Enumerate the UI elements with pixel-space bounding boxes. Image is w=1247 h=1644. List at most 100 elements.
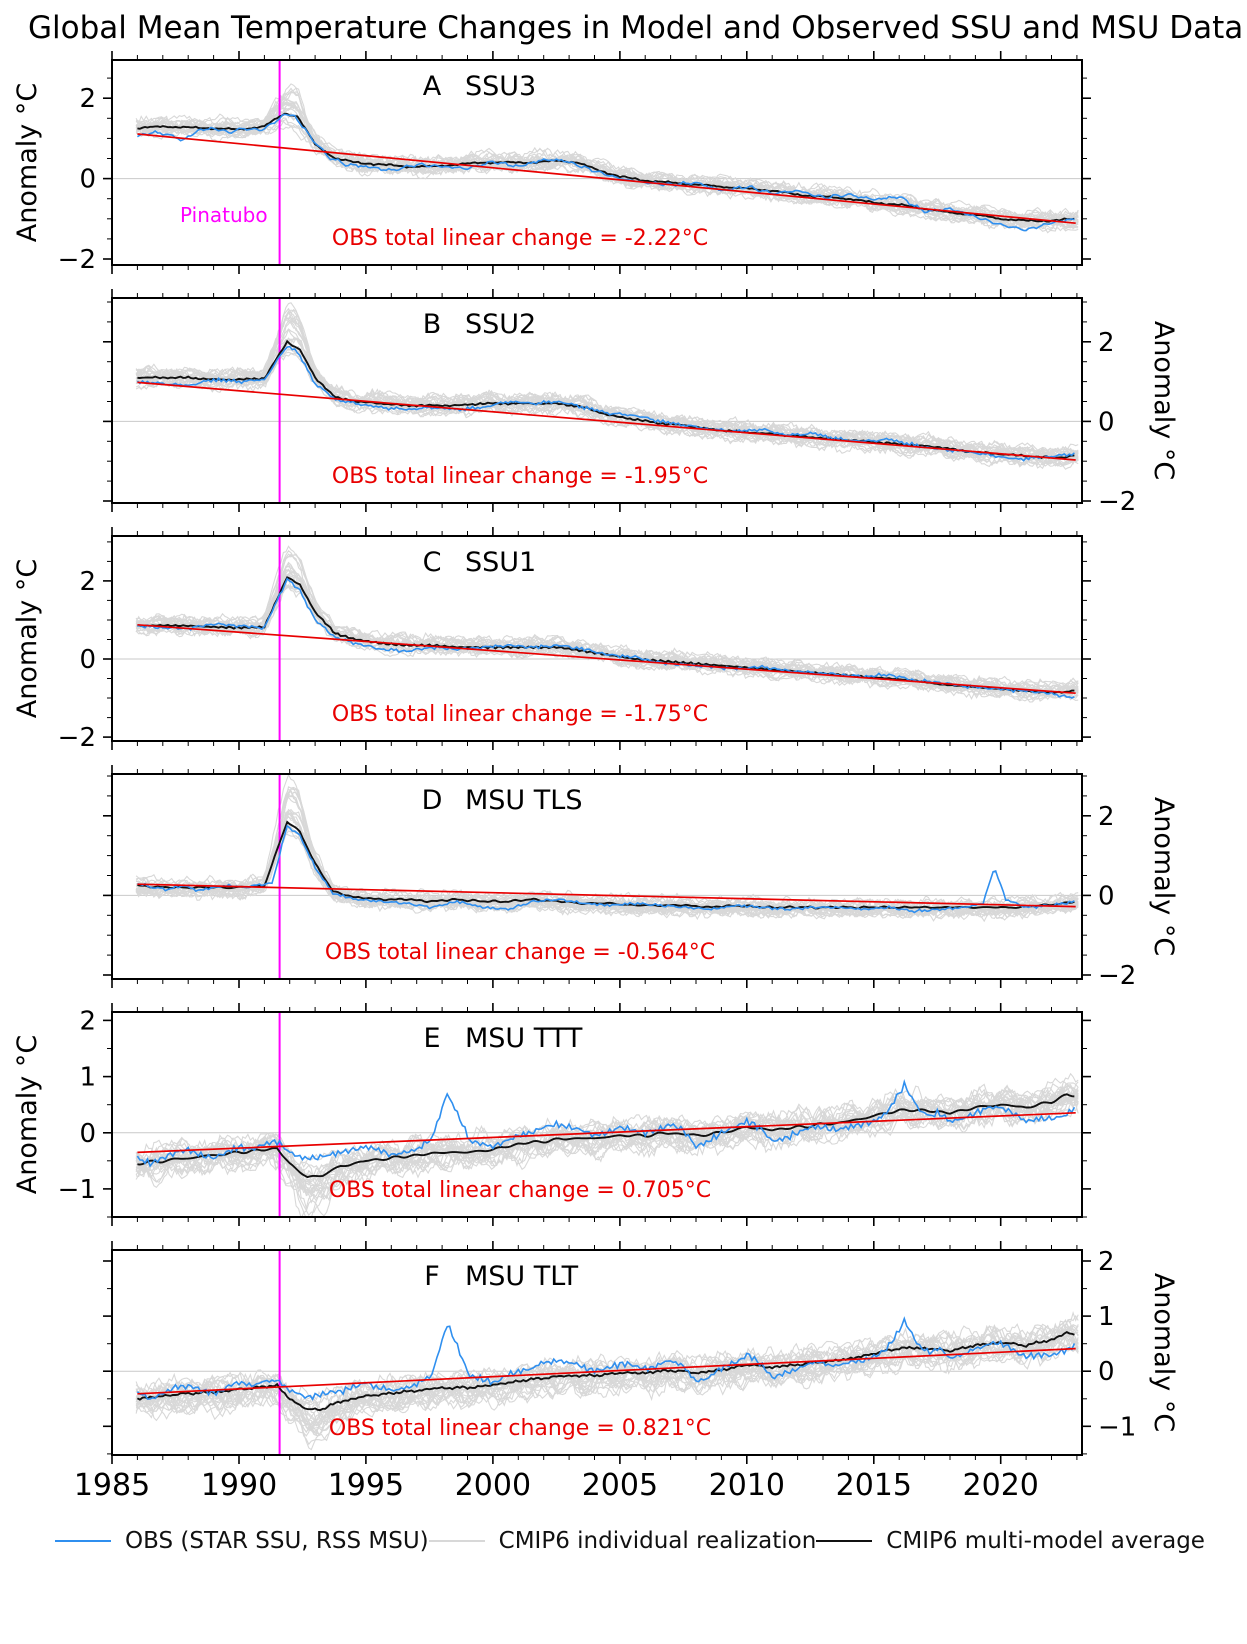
legend-swatch-ensemble [428,1540,485,1542]
y-tick-label: 0 [79,165,96,195]
legend: OBS (STAR SSU, RSS MSU) CMIP6 individual … [0,1500,1247,1554]
y-tick-label: −1 [58,1175,96,1205]
panel-letter: A [423,71,442,102]
ensemble-line [135,316,1079,467]
obs-line [137,824,1075,914]
legend-item: CMIP6 individual realization [428,1528,817,1554]
y-tick-label: 0 [1098,407,1115,437]
ensemble-line [135,337,1079,459]
y-axis-title: Anomaly °C [1148,797,1179,956]
ensemble-line [135,106,1079,223]
obs-line [136,345,1075,462]
axis-box [111,59,1083,266]
x-tick-label: 2020 [963,1468,1039,1500]
ensemble-line [135,553,1079,697]
ensemble-lines [135,1311,1079,1451]
y-tick-label: 1 [79,1063,96,1093]
y-axis-title: Anomaly °C [12,559,43,718]
ensemble-line [135,308,1079,461]
pinatubo-label: Pinatubo [180,203,268,227]
trend-line [137,381,1076,461]
panel-d: −2 0 2 Anomaly °C D MSU TLS OBS total linear c… [103,765,1179,991]
x-tick-label: 1990 [201,1468,277,1500]
x-tick-label: 2010 [709,1468,785,1500]
legend-swatch-model [816,1540,873,1542]
trend-annotation: OBS total linear change = 0.821°C [329,1416,711,1441]
ensemble-line [135,1340,1079,1423]
axis-box [111,1011,1083,1218]
plot-area [112,536,1082,741]
trend-line [137,1347,1076,1395]
y-tick-label: 2 [1098,328,1115,358]
y-axis-title: Anomaly °C [1148,1273,1179,1432]
axis-box [111,535,1083,742]
y-tick-label: 1 [1098,1302,1115,1332]
legend-label: OBS (STAR SSU, RSS MSU) [125,1528,429,1554]
plot-area [112,1012,1082,1217]
chart-canvas: −2 0 2 Anomaly °C A SSU3 OBS total linear chan… [12,51,1179,1500]
trend-annotation: OBS total linear change = -1.95°C [332,464,708,489]
panel-name: MSU TLS [465,785,582,816]
plot-area [112,1250,1082,1455]
plot-area [112,60,1082,265]
trend-line [137,883,1076,908]
legend-label: CMIP6 individual realization [498,1528,817,1554]
trend-line [137,1111,1076,1154]
y-tick-label: 2 [1098,1247,1115,1277]
ensemble-line [135,545,1079,694]
obs-line [136,113,1075,232]
ensemble-line [135,320,1079,468]
ensemble-line [135,318,1079,460]
y-tick-label: 0 [79,645,96,675]
y-tick-label: 2 [79,84,96,114]
legend-swatch-obs [55,1540,111,1542]
panel-a: −2 0 2 Anomaly °C A SSU3 OBS total linear chan… [12,51,1091,275]
panel-letter: B [423,309,442,340]
ensemble-line [135,1335,1079,1451]
ensemble-line [135,1082,1079,1180]
y-tick-label: 0 [79,1119,96,1149]
y-axis-title: Anomaly °C [12,83,43,242]
y-axis-title: Anomaly °C [12,1035,43,1194]
y-tick-label: −1 [1098,1412,1136,1442]
ensemble-line [135,316,1079,467]
x-tick-label: 2000 [455,1468,531,1500]
x-tick-label: 1985 [74,1468,150,1500]
trend-annotation: OBS total linear change = 0.705°C [329,1178,711,1203]
legend-label: CMIP6 multi-model average [886,1528,1205,1554]
y-tick-label: 2 [1098,802,1115,832]
ensemble-line [135,307,1079,458]
panel-letter: C [423,547,442,578]
model-mean-line [136,1331,1075,1412]
ensemble-line [135,1329,1079,1437]
panel-f: 1985 1990 1995 2000 2005 2010 2015 2020 −1 0 1 2 Ano… [74,1241,1179,1500]
x-tick-label: 2015 [836,1468,912,1500]
trend-line [137,133,1076,225]
x-tick-label: 2005 [582,1468,658,1500]
ensemble-line [135,1085,1079,1199]
panel-letter: D [422,785,443,816]
trend-line [137,623,1076,695]
y-tick-label: 2 [79,1006,96,1036]
plot-area [112,774,1082,979]
obs-line [136,1079,1076,1168]
y-tick-label: −2 [1098,487,1136,517]
panel-letter: F [424,1261,440,1292]
ensemble-lines [135,545,1079,703]
panel-name: MSU TTT [465,1023,583,1054]
panel-name: SSU3 [465,71,536,102]
figure-title: Global Mean Temperature Changes in Model… [28,10,1244,46]
ensemble-line [135,579,1079,694]
y-tick-label: 0 [1098,1357,1115,1387]
ensemble-line [135,101,1079,223]
model-mean-line [137,820,1075,910]
trend-annotation: OBS total linear change = -0.564°C [325,940,715,965]
ensemble-line [136,811,1079,909]
y-tick-label: −2 [1098,961,1136,991]
panel-name: SSU1 [465,547,536,578]
y-tick-label: −2 [58,245,96,275]
y-tick-label: 0 [1098,881,1115,911]
ensemble-lines [135,302,1079,470]
ensemble-line [135,573,1079,693]
